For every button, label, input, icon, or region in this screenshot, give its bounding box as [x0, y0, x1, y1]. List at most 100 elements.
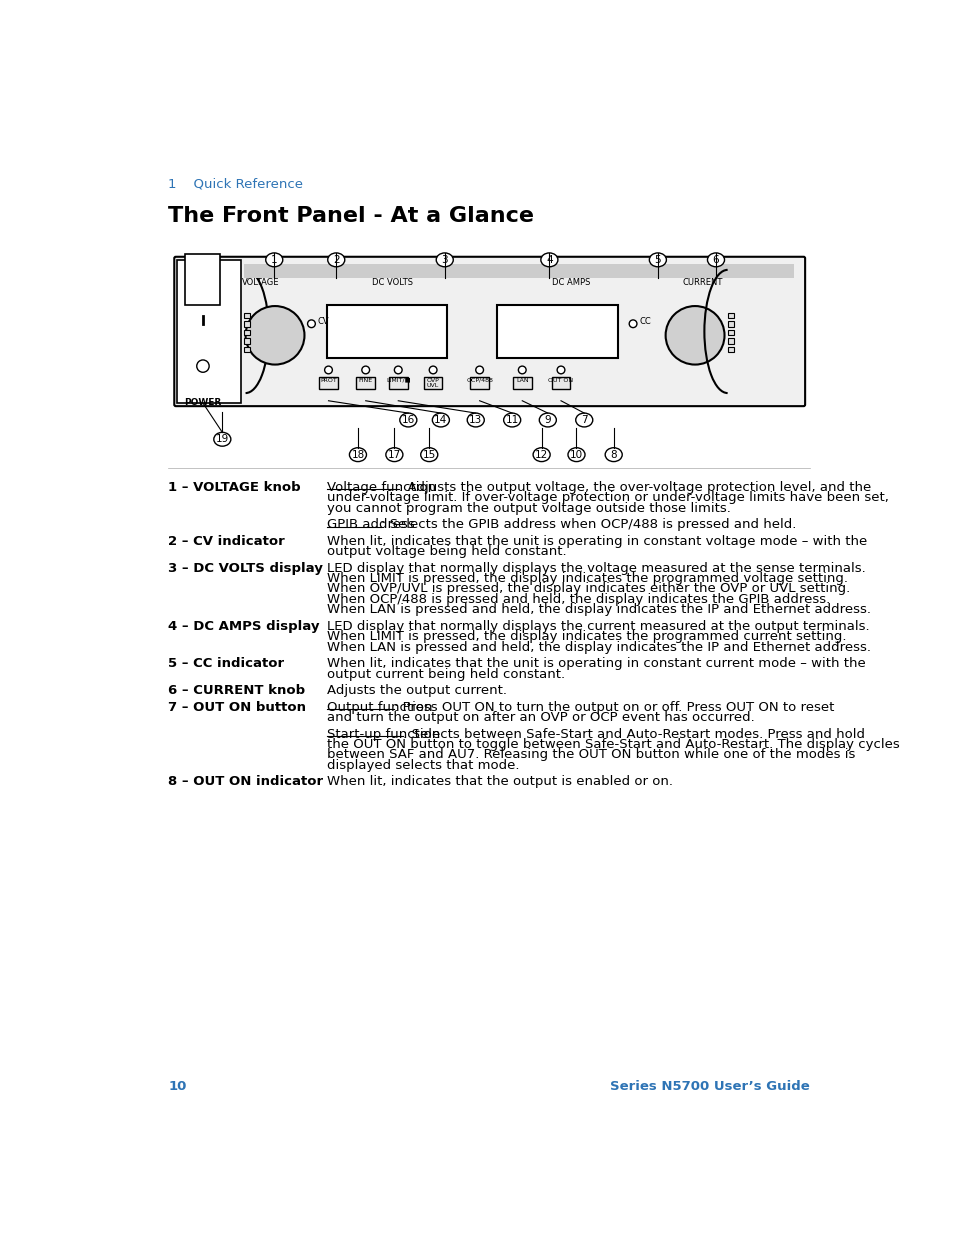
Text: CC: CC — [639, 317, 650, 326]
Ellipse shape — [399, 412, 416, 427]
Ellipse shape — [328, 253, 344, 267]
Circle shape — [307, 320, 315, 327]
Text: Series N5700 User’s Guide: Series N5700 User’s Guide — [609, 1079, 809, 1093]
Text: POWER: POWER — [184, 399, 221, 408]
Ellipse shape — [467, 412, 484, 427]
Ellipse shape — [649, 253, 666, 267]
Bar — [244, 338, 250, 343]
Ellipse shape — [604, 448, 621, 462]
Bar — [389, 377, 407, 389]
Bar — [727, 330, 733, 336]
Text: Adjusts the output current.: Adjusts the output current. — [327, 684, 506, 697]
Text: OCP/488: OCP/488 — [466, 378, 493, 383]
Text: : Adjusts the output voltage, the over-voltage protection level, and the: : Adjusts the output voltage, the over-v… — [398, 480, 870, 494]
Text: Voltage function: Voltage function — [327, 480, 436, 494]
Bar — [356, 377, 375, 389]
Text: When OVP/UVL is pressed, the display indicates either the OVP or UVL setting.: When OVP/UVL is pressed, the display ind… — [327, 583, 849, 595]
Text: Output function: Output function — [327, 700, 432, 714]
Ellipse shape — [575, 412, 592, 427]
Text: When lit, indicates that the unit is operating in constant current mode – with t: When lit, indicates that the unit is ope… — [327, 657, 864, 671]
Circle shape — [324, 366, 332, 374]
Text: DC AMPS: DC AMPS — [551, 278, 590, 288]
FancyBboxPatch shape — [174, 257, 804, 406]
Bar — [497, 305, 617, 358]
Text: The Front Panel - At a Glance: The Front Panel - At a Glance — [168, 206, 534, 226]
Text: Start-up function: Start-up function — [327, 727, 439, 741]
Text: FINE: FINE — [358, 378, 373, 383]
Bar — [185, 254, 220, 305]
Text: LED display that normally displays the current measured at the output terminals.: LED display that normally displays the c… — [327, 620, 869, 632]
Text: and turn the output on after an OVP or OCP event has occurred.: and turn the output on after an OVP or O… — [327, 711, 754, 724]
Bar — [244, 321, 250, 327]
Text: GPIB address: GPIB address — [327, 519, 415, 531]
Text: CURRENT: CURRENT — [682, 278, 722, 288]
Text: 9: 9 — [544, 415, 551, 425]
Text: VOLTAGE: VOLTAGE — [242, 278, 279, 288]
Circle shape — [629, 320, 637, 327]
Text: 15: 15 — [422, 450, 436, 459]
Text: 17: 17 — [387, 450, 400, 459]
Text: OVP
UVL: OVP UVL — [426, 378, 439, 389]
Ellipse shape — [707, 253, 723, 267]
Ellipse shape — [567, 448, 584, 462]
Text: 5 – CC indicator: 5 – CC indicator — [168, 657, 284, 671]
Circle shape — [361, 366, 369, 374]
Ellipse shape — [213, 432, 231, 446]
Text: 5: 5 — [654, 254, 660, 264]
Text: 7: 7 — [580, 415, 587, 425]
Circle shape — [665, 306, 723, 364]
Bar — [319, 377, 337, 389]
Ellipse shape — [503, 412, 520, 427]
Text: 6: 6 — [712, 254, 719, 264]
Text: 4 – DC AMPS display: 4 – DC AMPS display — [168, 620, 319, 632]
Bar — [244, 330, 250, 336]
Text: 19: 19 — [215, 435, 229, 445]
Text: 10: 10 — [168, 1079, 186, 1093]
Bar — [551, 377, 570, 389]
Text: : Press OUT ON to turn the output on or off. Press OUT ON to reset: : Press OUT ON to turn the output on or … — [394, 700, 834, 714]
Text: you cannot program the output voltage outside those limits.: you cannot program the output voltage ou… — [327, 501, 730, 515]
Text: 3: 3 — [441, 254, 448, 264]
Text: 8: 8 — [610, 450, 617, 459]
Text: 16: 16 — [401, 415, 415, 425]
Bar — [727, 347, 733, 352]
Text: When lit, indicates that the unit is operating in constant voltage mode – with t: When lit, indicates that the unit is ope… — [327, 535, 866, 548]
Circle shape — [245, 306, 304, 364]
Text: When OCP/488 is pressed and held, the display indicates the GPIB address.: When OCP/488 is pressed and held, the di… — [327, 593, 829, 606]
Text: : Selects between Safe-Start and Auto-Restart modes. Press and hold: : Selects between Safe-Start and Auto-Re… — [403, 727, 864, 741]
Text: DC VOLTS: DC VOLTS — [372, 278, 413, 288]
Circle shape — [196, 359, 209, 372]
Text: When LAN is pressed and held, the display indicates the IP and Ethernet address.: When LAN is pressed and held, the displa… — [327, 603, 870, 616]
Bar — [244, 312, 250, 319]
Text: When lit, indicates that the output is enabled or on.: When lit, indicates that the output is e… — [327, 776, 672, 788]
Bar — [470, 377, 488, 389]
Bar — [244, 264, 794, 278]
Ellipse shape — [540, 253, 558, 267]
Bar — [727, 321, 733, 327]
Text: 6 – CURRENT knob: 6 – CURRENT knob — [168, 684, 305, 697]
Ellipse shape — [349, 448, 366, 462]
Circle shape — [557, 366, 564, 374]
Text: 3 – DC VOLTS display: 3 – DC VOLTS display — [168, 562, 323, 574]
Text: 4: 4 — [545, 254, 552, 264]
Text: 13: 13 — [469, 415, 482, 425]
Text: 7 – OUT ON button: 7 – OUT ON button — [168, 700, 306, 714]
Text: OUT ON: OUT ON — [548, 378, 573, 383]
Text: 12: 12 — [535, 450, 548, 459]
Text: When LAN is pressed and held, the display indicates the IP and Ethernet address.: When LAN is pressed and held, the displa… — [327, 641, 870, 653]
Text: LAN: LAN — [516, 378, 528, 383]
Text: 2: 2 — [333, 254, 339, 264]
Text: the OUT ON button to toggle between Safe-Start and Auto-Restart. The display cyc: the OUT ON button to toggle between Safe… — [327, 739, 899, 751]
Text: output voltage being held constant.: output voltage being held constant. — [327, 545, 566, 558]
Bar — [727, 312, 733, 319]
Text: 10: 10 — [569, 450, 582, 459]
Ellipse shape — [385, 448, 402, 462]
Text: LIMIT/■: LIMIT/■ — [386, 378, 410, 383]
Text: 8 – OUT ON indicator: 8 – OUT ON indicator — [168, 776, 323, 788]
Text: When LIMIT is pressed, the display indicates the programmed current setting.: When LIMIT is pressed, the display indic… — [327, 630, 845, 643]
Circle shape — [517, 366, 525, 374]
Text: 18: 18 — [351, 450, 364, 459]
Ellipse shape — [533, 448, 550, 462]
Bar — [244, 347, 250, 352]
Text: output current being held constant.: output current being held constant. — [327, 668, 564, 680]
